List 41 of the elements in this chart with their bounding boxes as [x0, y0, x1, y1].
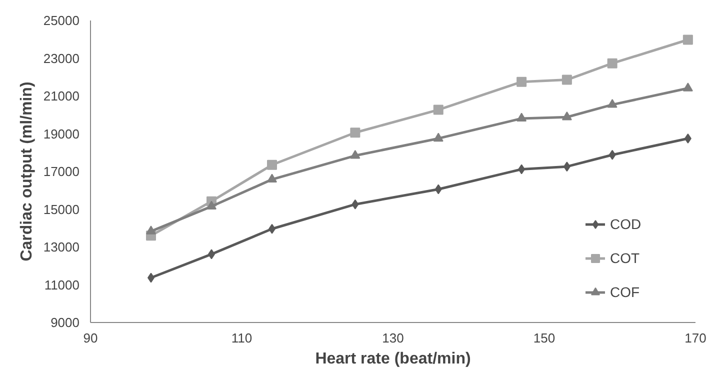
- point: [352, 199, 359, 210]
- point: [516, 112, 527, 122]
- point: [562, 74, 572, 85]
- legend-label: COD: [610, 216, 642, 232]
- y-tick-label: 21000: [43, 88, 80, 104]
- x-tick-label: 170: [684, 330, 706, 346]
- point: [608, 150, 616, 160]
- y-tick-label: 13000: [43, 240, 80, 254]
- x-tick-label: 130: [382, 330, 404, 346]
- point: [206, 200, 216, 210]
- x-tick-label: 110: [231, 330, 252, 346]
- y-tick-label: 25000: [43, 13, 80, 28]
- x-tick-label: 150: [533, 330, 556, 346]
- y-tick-label: 15000: [43, 202, 80, 217]
- legend-label: COF: [610, 284, 640, 300]
- point: [563, 162, 570, 172]
- y-tick-label: 19000: [43, 126, 80, 142]
- y-tick-label: 17000: [43, 164, 80, 179]
- point: [350, 128, 360, 138]
- point: [267, 160, 277, 170]
- y-tick-label: 23000: [43, 50, 80, 66]
- point: [518, 164, 526, 174]
- legend-label: COT: [610, 250, 640, 266]
- point: [434, 184, 442, 194]
- x-axis-title: Heart rate (beat/min): [315, 350, 471, 368]
- point: [682, 34, 693, 45]
- point: [433, 104, 444, 115]
- y-tick-label: 11000: [44, 277, 80, 292]
- point: [516, 76, 527, 87]
- point: [562, 111, 572, 120]
- point: [607, 58, 618, 68]
- point: [433, 132, 444, 142]
- point: [607, 98, 618, 108]
- point: [146, 226, 156, 234]
- y-axis-title: Cardiac output (ml/min): [18, 82, 36, 262]
- point: [682, 82, 693, 92]
- y-tick-label: 9000: [50, 315, 80, 330]
- point: [684, 133, 692, 144]
- point: [267, 174, 277, 183]
- x-tick-label: 90: [83, 330, 98, 346]
- point: [350, 150, 360, 159]
